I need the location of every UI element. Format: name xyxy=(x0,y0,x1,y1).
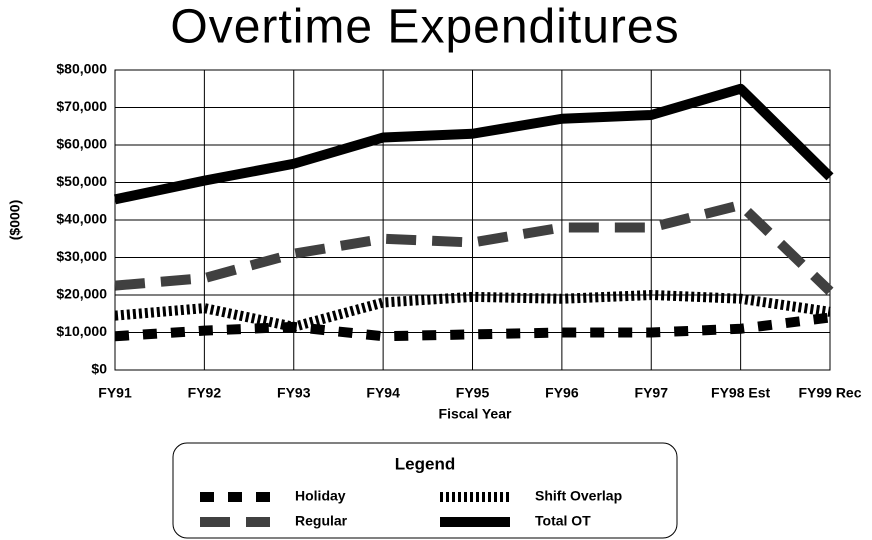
x-tick-label: FY96 xyxy=(545,385,579,401)
legend-label: Regular xyxy=(295,513,348,529)
x-tick-label: FY91 xyxy=(98,385,132,401)
x-tick-label: FY99 Rec xyxy=(798,385,861,401)
legend-label: Total OT xyxy=(535,513,591,529)
legend-box xyxy=(172,442,678,539)
y-tick-label: $10,000 xyxy=(56,323,107,339)
y-tick-label: $60,000 xyxy=(56,136,107,152)
x-tick-label: FY94 xyxy=(366,385,400,401)
y-tick-label: $40,000 xyxy=(56,211,107,227)
series-line xyxy=(113,83,834,205)
legend-label: Shift Overlap xyxy=(535,488,622,504)
x-axis-label: Fiscal Year xyxy=(439,406,512,422)
plot-frame xyxy=(114,69,831,371)
y-tick-label: $50,000 xyxy=(56,173,107,189)
x-tick-label: FY95 xyxy=(456,385,490,401)
y-tick-label: $30,000 xyxy=(56,248,107,264)
y-tick-label: $70,000 xyxy=(56,98,107,114)
y-axis-label: ($000) xyxy=(7,200,23,240)
chart-title: Overtime Expenditures xyxy=(170,1,679,54)
x-tick-label: FY97 xyxy=(635,385,669,401)
legend-title: Legend xyxy=(395,454,455,473)
series-line xyxy=(114,290,831,332)
series-line xyxy=(114,200,834,295)
series-line xyxy=(114,312,831,342)
x-tick-label: FY92 xyxy=(188,385,222,401)
y-tick-label: $80,000 xyxy=(56,61,107,77)
y-tick-label: $0 xyxy=(91,361,107,377)
x-tick-label: FY93 xyxy=(277,385,311,401)
legend-label: Holiday xyxy=(295,488,346,504)
x-tick-label: FY98 Est xyxy=(711,385,770,401)
y-tick-label: $20,000 xyxy=(56,286,107,302)
